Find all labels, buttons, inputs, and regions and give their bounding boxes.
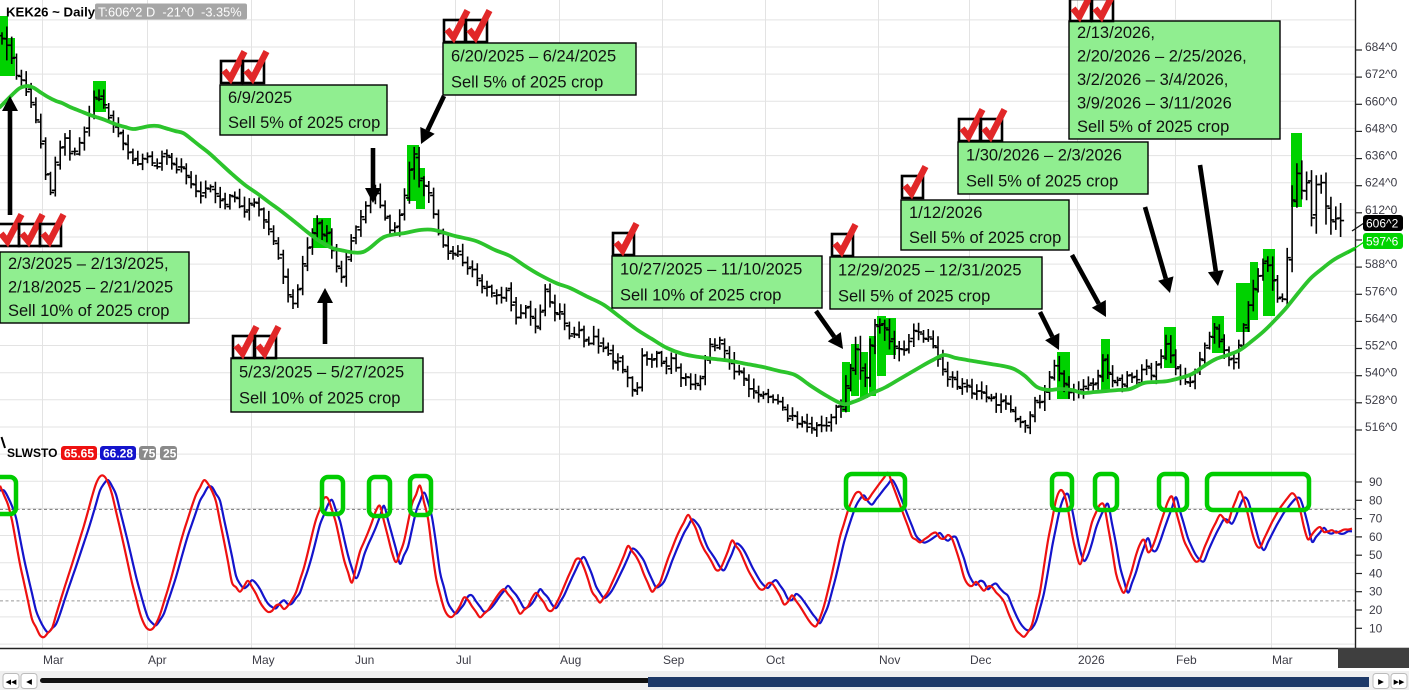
svg-text:516^0: 516^0 — [1365, 420, 1398, 434]
svg-text:684^0: 684^0 — [1365, 40, 1398, 54]
svg-text:Sell 5% of 2025 crop: Sell 5% of 2025 crop — [451, 74, 603, 92]
svg-text:May: May — [252, 653, 275, 667]
svg-text:1/12/2026: 1/12/2026 — [909, 204, 982, 222]
svg-text:660^0: 660^0 — [1365, 94, 1398, 108]
svg-text:10: 10 — [1369, 621, 1383, 635]
svg-text:6/20/2025 – 6/24/2025: 6/20/2025 – 6/24/2025 — [451, 48, 616, 66]
svg-text:Jun: Jun — [355, 653, 374, 667]
svg-text:◀: ◀ — [26, 677, 33, 686]
svg-text:Sell 5% of 2025 crop: Sell 5% of 2025 crop — [966, 173, 1118, 191]
svg-text:Sell 5% of 2025 crop: Sell 5% of 2025 crop — [228, 114, 380, 132]
svg-text:612^0: 612^0 — [1365, 203, 1398, 217]
svg-text:636^0: 636^0 — [1365, 149, 1398, 163]
svg-text:Sell 5% of 2025 crop: Sell 5% of 2025 crop — [1077, 118, 1229, 136]
svg-text:40: 40 — [1369, 567, 1383, 581]
svg-text:Sep: Sep — [663, 653, 685, 667]
svg-text:▶▶: ▶▶ — [1394, 679, 1405, 686]
svg-text:588^0: 588^0 — [1365, 257, 1398, 271]
svg-text:Sell 5% of 2025 crop: Sell 5% of 2025 crop — [909, 229, 1061, 247]
svg-text:Sell 10% of 2025 crop: Sell 10% of 2025 crop — [8, 302, 169, 320]
svg-text:50: 50 — [1369, 548, 1383, 562]
svg-text:Apr: Apr — [148, 653, 167, 667]
svg-text:10/27/2025 – 11/10/2025: 10/27/2025 – 11/10/2025 — [620, 261, 802, 279]
svg-text:Oct: Oct — [766, 653, 785, 667]
svg-text:Nov: Nov — [879, 653, 900, 667]
svg-text:90: 90 — [1369, 475, 1383, 489]
svg-text:Sell 10% of 2025 crop: Sell 10% of 2025 crop — [239, 390, 400, 408]
svg-text:Mar: Mar — [43, 653, 64, 667]
svg-text:576^0: 576^0 — [1365, 284, 1398, 298]
svg-text:2/13/2026,: 2/13/2026, — [1077, 24, 1155, 42]
svg-text:2/18/2025 – 2/21/2025: 2/18/2025 – 2/21/2025 — [8, 279, 173, 297]
svg-text:2/20/2026 – 2/25/2026,: 2/20/2026 – 2/25/2026, — [1077, 48, 1247, 66]
svg-text:540^0: 540^0 — [1365, 366, 1398, 380]
svg-text:66.28: 66.28 — [103, 447, 133, 461]
svg-text:1/30/2026 – 2/3/2026: 1/30/2026 – 2/3/2026 — [966, 147, 1122, 165]
svg-text:25: 25 — [163, 447, 177, 461]
svg-text:Sell 10% of 2025 crop: Sell 10% of 2025 crop — [620, 287, 781, 305]
svg-text:Sell 5% of 2025 crop: Sell 5% of 2025 crop — [838, 288, 990, 306]
svg-text:◀◀: ◀◀ — [6, 679, 17, 686]
svg-text:672^0: 672^0 — [1365, 67, 1398, 81]
svg-text:SLWSTO: SLWSTO — [7, 446, 57, 460]
svg-text:Mar: Mar — [1272, 653, 1293, 667]
svg-text:▶: ▶ — [1378, 677, 1385, 686]
svg-text:2/3/2025 – 2/13/2025,: 2/3/2025 – 2/13/2025, — [8, 255, 169, 273]
svg-text:Dec: Dec — [970, 653, 991, 667]
svg-text:60: 60 — [1369, 530, 1383, 544]
svg-text:T:606^2 D -21^0 -3.35%: T:606^2 D -21^0 -3.35% — [98, 5, 242, 20]
svg-text:70: 70 — [1369, 512, 1383, 526]
svg-text:6/9/2025: 6/9/2025 — [228, 89, 292, 107]
svg-text:552^0: 552^0 — [1365, 339, 1398, 353]
svg-text:75: 75 — [142, 447, 156, 461]
svg-text:Aug: Aug — [560, 653, 581, 667]
svg-text:KEK26 ~ Daily: KEK26 ~ Daily — [6, 5, 96, 20]
svg-text:Jul: Jul — [456, 653, 471, 667]
svg-text:3/9/2026 – 3/11/2026: 3/9/2026 – 3/11/2026 — [1077, 95, 1232, 113]
svg-text:12/29/2025 – 12/31/2025: 12/29/2025 – 12/31/2025 — [838, 262, 1022, 280]
svg-text:597^6: 597^6 — [1366, 235, 1399, 249]
svg-text:5/23/2025 – 5/27/2025: 5/23/2025 – 5/27/2025 — [239, 364, 404, 382]
svg-text:2026: 2026 — [1078, 653, 1105, 667]
svg-text:606^2: 606^2 — [1366, 217, 1399, 231]
svg-text:648^0: 648^0 — [1365, 121, 1398, 135]
svg-text:624^0: 624^0 — [1365, 176, 1398, 190]
svg-text:20: 20 — [1369, 603, 1383, 617]
svg-text:65.65: 65.65 — [64, 447, 94, 461]
svg-text:Feb: Feb — [1176, 653, 1197, 667]
svg-text:30: 30 — [1369, 585, 1383, 599]
svg-text:528^0: 528^0 — [1365, 393, 1398, 407]
svg-text:3/2/2026 – 3/4/2026,: 3/2/2026 – 3/4/2026, — [1077, 71, 1228, 89]
svg-text:564^0: 564^0 — [1365, 311, 1398, 325]
svg-text:80: 80 — [1369, 493, 1383, 507]
